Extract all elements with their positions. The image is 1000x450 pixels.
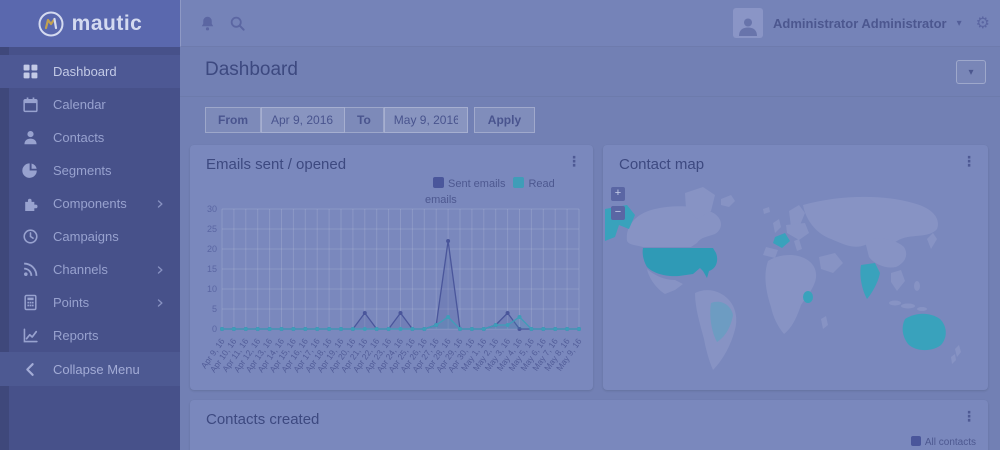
from-label: From <box>205 107 261 133</box>
svg-text:15: 15 <box>207 264 217 274</box>
sidebar-item-label: Channels <box>53 262 108 277</box>
map-country-usa <box>642 248 718 278</box>
chevron-right-icon <box>154 264 166 276</box>
sidebar-item-dashboard[interactable]: Dashboard <box>0 55 180 88</box>
calendar-icon <box>22 96 39 113</box>
svg-text:25: 25 <box>207 224 217 234</box>
legend-swatch <box>513 177 525 188</box>
sidebar-item-points[interactable]: Points <box>0 286 180 319</box>
sidebar-item-label: Dashboard <box>53 64 117 79</box>
svg-text:10: 10 <box>207 284 217 294</box>
mautic-logo-icon <box>38 11 64 37</box>
chevron-left-icon <box>22 361 39 378</box>
contact-map-card: Contact map ⋮ + − <box>603 145 988 390</box>
gear-icon[interactable]: ⚙ <box>975 15 990 32</box>
emails-legend: Sent emails Read emails <box>425 176 579 208</box>
zoom-out-button[interactable]: − <box>611 206 625 220</box>
date-from-input[interactable] <box>261 107 345 133</box>
kebab-menu-icon[interactable]: ⋮ <box>962 408 976 424</box>
sidebar-item-label: Components <box>53 196 127 211</box>
avatar[interactable] <box>733 8 764 38</box>
map-zoom-controls: + − <box>611 187 625 225</box>
segments-icon <box>22 162 39 179</box>
page-title: Dashboard <box>205 59 298 80</box>
sidebar-item-label: Reports <box>53 328 99 343</box>
caret-down-icon: ▾ <box>956 17 962 29</box>
reports-icon <box>22 327 39 344</box>
map-country-brazil <box>710 301 733 342</box>
sidebar-item-channels[interactable]: Channels <box>0 253 180 286</box>
svg-text:5: 5 <box>212 304 217 314</box>
apply-button[interactable]: Apply <box>473 107 536 133</box>
sidebar-item-components[interactable]: Components <box>0 187 180 220</box>
dashboard-icon <box>22 63 39 80</box>
topbar: Administrator Administrator ▾ ⚙ <box>180 0 1000 47</box>
points-icon <box>22 294 39 311</box>
map-country-india <box>860 263 880 299</box>
svg-text:0: 0 <box>212 324 217 334</box>
kebab-menu-icon[interactable]: ⋮ <box>962 153 976 169</box>
world-map[interactable] <box>603 181 988 386</box>
page-header: Dashboard ▾ <box>180 47 1000 97</box>
sidebar-item-calendar[interactable]: Calendar <box>0 88 180 121</box>
sidebar-item-contacts[interactable]: Contacts <box>0 121 180 154</box>
contacts-created-title: Contacts created <box>206 411 320 428</box>
dashboard-options-dropdown[interactable]: ▾ <box>956 60 986 84</box>
logo-text: mautic <box>71 11 143 35</box>
sidebar-item-label: Segments <box>53 163 112 178</box>
chevron-right-icon <box>154 198 166 210</box>
sidebar-item-label: Campaigns <box>53 229 119 244</box>
user-menu: Administrator Administrator ▾ ⚙ <box>733 8 990 38</box>
contacts-created-legend: All contacts <box>905 436 976 448</box>
zoom-in-button[interactable]: + <box>611 187 625 201</box>
campaigns-icon <box>22 228 39 245</box>
contact-map-title: Contact map <box>619 156 705 173</box>
emails-card: Emails sent / opened ⋮ Sent emails Read e… <box>190 145 593 390</box>
collapse-menu-label: Collapse Menu <box>53 361 140 377</box>
emails-card-title: Emails sent / opened <box>206 156 347 173</box>
search-icon[interactable] <box>229 15 246 32</box>
sidebar: mautic Dashboard Calendar Contacts Segments… <box>0 0 180 450</box>
map-country-east-africa <box>803 291 813 303</box>
main-area: Administrator Administrator ▾ ⚙ Dashboar… <box>180 0 1000 450</box>
sidebar-item-campaigns[interactable]: Campaigns <box>0 220 180 253</box>
components-icon <box>22 195 39 212</box>
legend-swatch <box>433 177 444 188</box>
sidebar-item-label: Calendar <box>53 97 106 112</box>
svg-text:30: 30 <box>207 204 217 214</box>
legend-label: Read emails <box>425 178 555 206</box>
date-filter: From To Apply <box>205 107 536 133</box>
legend-swatch <box>910 436 921 446</box>
sidebar-item-label: Contacts <box>53 130 105 145</box>
sidebar-item-label: Points <box>53 295 90 310</box>
sidebar-collapse-menu[interactable]: Collapse Menu <box>0 352 180 386</box>
legend-label: All contacts <box>924 437 976 448</box>
user-name[interactable]: Administrator Administrator <box>773 15 947 31</box>
sidebar-menu: Dashboard Calendar Contacts Segments Compone… <box>0 47 180 352</box>
channels-icon <box>22 261 39 278</box>
contacts-icon <box>22 129 39 146</box>
date-to-input[interactable] <box>383 107 468 133</box>
map-country-australia <box>902 313 946 351</box>
sidebar-item-segments[interactable]: Segments <box>0 154 180 187</box>
to-label: To <box>345 107 384 133</box>
contacts-created-card: Contacts created ⋮ All contacts <box>190 400 988 450</box>
legend-label: Sent emails <box>448 178 506 190</box>
svg-text:20: 20 <box>207 244 217 254</box>
chevron-right-icon <box>154 297 166 309</box>
map-country-france <box>773 233 790 248</box>
kebab-menu-icon[interactable]: ⋮ <box>567 153 581 169</box>
bell-icon[interactable] <box>199 15 216 32</box>
mautic-logo[interactable]: mautic <box>0 0 180 47</box>
sidebar-item-reports[interactable]: Reports <box>0 319 180 352</box>
